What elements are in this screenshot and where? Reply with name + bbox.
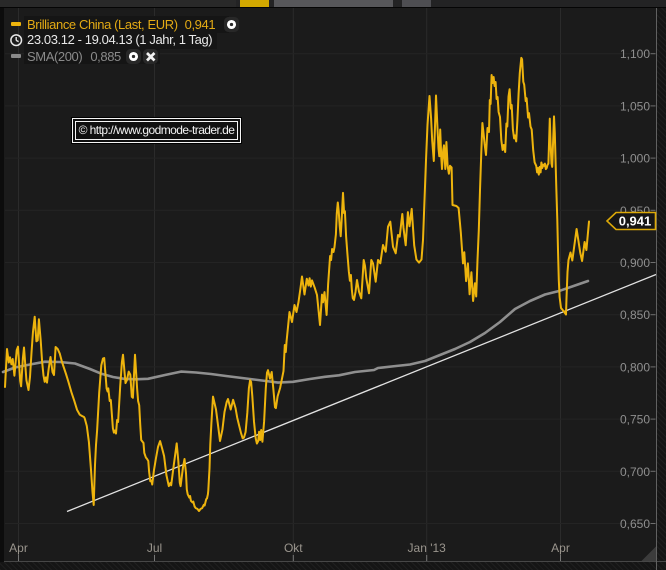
svg-text:Apr: Apr	[551, 541, 570, 555]
svg-text:Apr: Apr	[9, 541, 28, 555]
svg-text:0,850: 0,850	[620, 308, 650, 322]
svg-text:Jan '13: Jan '13	[408, 541, 447, 555]
svg-text:Okt: Okt	[284, 541, 303, 555]
svg-text:0,941: 0,941	[619, 214, 652, 229]
svg-text:1,000: 1,000	[620, 152, 650, 166]
svg-text:0,700: 0,700	[620, 465, 650, 479]
svg-text:0,900: 0,900	[620, 256, 650, 270]
svg-text:0,650: 0,650	[620, 517, 650, 531]
svg-text:Jul: Jul	[147, 541, 162, 555]
svg-text:0,750: 0,750	[620, 413, 650, 427]
svg-text:1,100: 1,100	[620, 47, 650, 61]
svg-text:1,050: 1,050	[620, 99, 650, 113]
svg-text:0,800: 0,800	[620, 360, 650, 374]
